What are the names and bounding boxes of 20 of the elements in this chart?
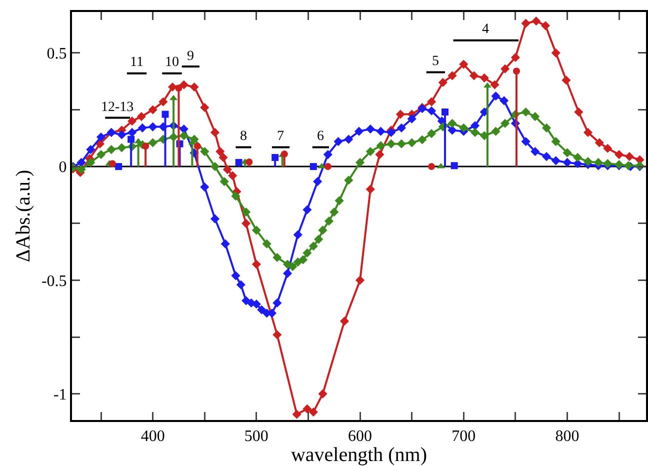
y-tick-label: 0 (58, 159, 67, 176)
y-axis-title: ΔAbs.(a.u.) (12, 170, 34, 262)
y-tick-label: -1 (53, 386, 67, 404)
y-tick-label: -0.5 (41, 272, 67, 290)
series-label: 11 (130, 55, 144, 70)
series-label: 5 (432, 54, 439, 69)
series-label: 8 (240, 129, 247, 144)
x-tick-label: 800 (555, 428, 580, 446)
series-label: 4 (482, 22, 489, 37)
series-label: 10 (165, 55, 179, 70)
x-tick-label: 700 (452, 428, 476, 446)
x-tick-label: 400 (140, 428, 165, 446)
x-tick-label: 600 (348, 428, 372, 446)
series-label: 12-13 (101, 100, 134, 115)
series-label: 9 (187, 49, 194, 64)
series-label: 7 (277, 129, 284, 144)
x-tick-label: 500 (244, 428, 268, 446)
y-tick-label: 0.5 (46, 46, 67, 63)
series-label: 6 (317, 129, 324, 144)
x-axis-title: wavelength (nm) (290, 444, 428, 466)
